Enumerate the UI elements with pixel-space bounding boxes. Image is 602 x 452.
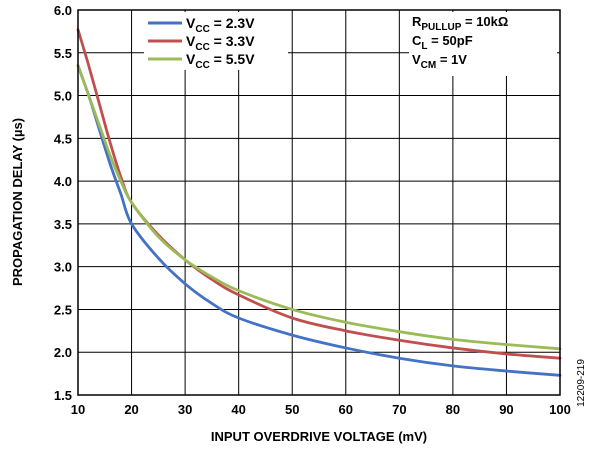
- x-tick-label: 30: [178, 402, 192, 417]
- y-tick-label: 3.5: [54, 217, 72, 232]
- x-tick-label: 80: [446, 402, 460, 417]
- x-tick-labels: 10 20 30 40 50 60 70 80 90 100: [71, 402, 571, 417]
- y-tick-label: 1.5: [54, 388, 72, 403]
- y-tick-label: 2.5: [54, 302, 72, 317]
- x-tick-label: 10: [71, 402, 85, 417]
- figure-id: 12209-219: [576, 359, 587, 407]
- y-tick-label: 4.5: [54, 131, 72, 146]
- y-tick-label: 6.0: [54, 3, 72, 18]
- y-axis-label: PROPAGATION DELAY (µs): [10, 118, 25, 286]
- x-tick-label: 50: [285, 402, 299, 417]
- y-tick-label: 3.0: [54, 260, 72, 275]
- legend-label-1: VCC = 2.3V: [186, 15, 255, 35]
- y-tick-label: 2.0: [54, 345, 72, 360]
- series-line-2: [76, 28, 562, 360]
- legend-label-2: VCC = 3.3V: [186, 33, 255, 53]
- x-tick-label: 90: [499, 402, 513, 417]
- x-tick-label: 20: [124, 402, 138, 417]
- x-tick-label: 70: [392, 402, 406, 417]
- condition-2: CL = 50pF: [412, 33, 473, 52]
- conditions-box: [409, 12, 557, 76]
- condition-3: VCM = 1V: [412, 52, 467, 71]
- x-tick-label: 40: [231, 402, 245, 417]
- x-tick-label: 100: [549, 402, 571, 417]
- series-lines: [76, 28, 562, 377]
- y-tick-label: 5.5: [54, 46, 72, 61]
- y-tick-labels: 1.5 2.0 2.5 3.0 3.5 4.0 4.5 5.0 5.5 6.0: [54, 3, 72, 403]
- x-tick-label: 60: [339, 402, 353, 417]
- legend-label-3: VCC = 5.5V: [186, 51, 255, 71]
- plot-frame: [77, 9, 561, 396]
- condition-1: RPULLUP = 10kΩ: [412, 14, 508, 33]
- x-axis-label: INPUT OVERDRIVE VOLTAGE (mV): [211, 429, 427, 444]
- y-tick-label: 4.0: [54, 174, 72, 189]
- series-line-1: [76, 64, 562, 377]
- series-line-3: [76, 64, 562, 351]
- y-tick-label: 5.0: [54, 89, 72, 104]
